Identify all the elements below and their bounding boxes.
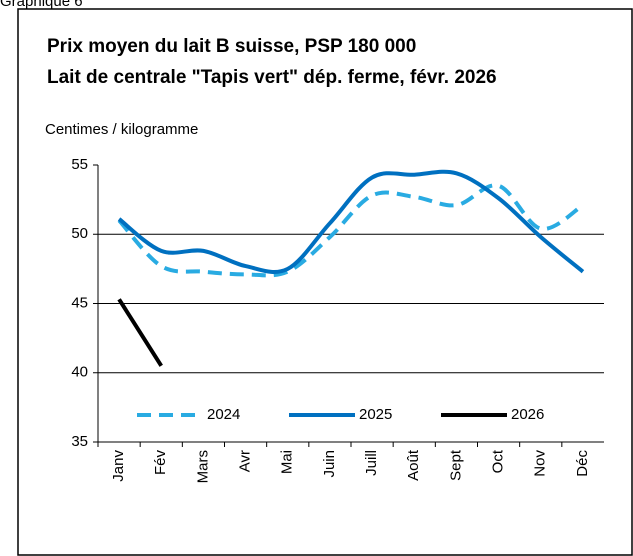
y-tick-label: 45 [71, 294, 88, 311]
caption: Graphique 6 [0, 0, 83, 10]
x-tick-label: Fév [152, 450, 169, 476]
x-tick-label: Janv [110, 450, 127, 482]
legend-label: 2024 [207, 406, 240, 423]
x-tick-label: Août [405, 449, 422, 481]
y-axis-label: Centimes / kilogramme [45, 121, 198, 138]
legend-label: 2026 [511, 406, 544, 423]
y-tick-label: 50 [71, 225, 88, 242]
x-tick-label: Juin [321, 450, 338, 478]
x-tick-label: Avr [237, 450, 254, 472]
line-series [117, 183, 585, 278]
chart-title: Prix moyen du lait B suisse, PSP 180 000 [47, 36, 416, 57]
x-tick-label: Mai [279, 450, 296, 474]
line-series [117, 169, 585, 274]
x-tick-label: Juill [363, 450, 380, 476]
x-tick-label: Mars [194, 450, 211, 483]
chart-subtitle: Lait de centrale "Tapis vert" dép. ferme… [47, 67, 497, 88]
x-tick-label: Nov [532, 450, 549, 477]
legend-label: 2025 [359, 406, 392, 423]
y-tick-label: 55 [71, 156, 88, 173]
frame [17, 8, 633, 556]
y-tick-label: 35 [71, 433, 88, 450]
x-tick-label: Déc [574, 450, 591, 477]
y-tick-label: 40 [71, 364, 88, 381]
x-tick-label: Oct [490, 449, 507, 473]
x-tick-label: Sept [447, 449, 464, 481]
line-series [117, 298, 163, 367]
